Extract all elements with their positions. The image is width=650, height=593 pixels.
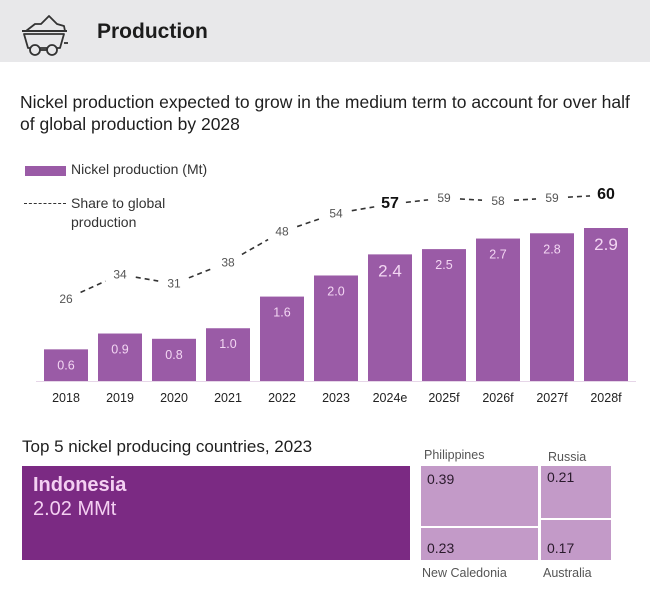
bar xyxy=(314,275,358,381)
x-tick-label: 2025f xyxy=(428,391,460,405)
legend-label-production: Nickel production (Mt) xyxy=(71,161,208,177)
share-line-segment xyxy=(188,267,214,279)
share-value-label: 26 xyxy=(59,292,73,306)
bar xyxy=(206,328,250,381)
treemap-cell-value: 0.23 xyxy=(427,540,455,556)
bar-value-label: 1.0 xyxy=(219,337,236,351)
share-line-segment xyxy=(241,238,269,256)
treemap-cell-indonesia: Indonesia 2.02 MMt xyxy=(22,466,410,560)
share-line-segment xyxy=(567,195,591,198)
chart-title: Nickel production expected to grow in th… xyxy=(20,92,630,134)
share-value-label: 48 xyxy=(275,225,289,239)
bar-value-label: 2.8 xyxy=(543,242,560,256)
x-tick-label: 2027f xyxy=(536,391,568,405)
treemap-label-new-caledonia: New Caledonia xyxy=(422,566,507,580)
bar xyxy=(530,233,574,381)
x-tick-label: 2022 xyxy=(268,391,296,405)
x-tick-label: 2021 xyxy=(214,391,242,405)
bar xyxy=(260,296,304,381)
share-value-label: 59 xyxy=(437,191,451,205)
treemap-cell-russia: 0.21 xyxy=(541,466,611,518)
x-tick-label: 2020 xyxy=(160,391,188,405)
bar xyxy=(368,254,412,381)
bar-value-label: 2.4 xyxy=(378,261,402,280)
bar-value-label: 2.7 xyxy=(489,248,506,262)
share-value-label: 54 xyxy=(329,206,343,220)
bar xyxy=(422,249,466,381)
share-value-label: 59 xyxy=(545,191,559,205)
share-line-segment xyxy=(459,198,483,202)
bar-value-label: 0.6 xyxy=(57,358,74,372)
x-tick-label: 2019 xyxy=(106,391,134,405)
treemap-cell-name: Indonesia xyxy=(33,474,127,496)
share-line-segment xyxy=(351,206,375,212)
treemap-label-australia: Australia xyxy=(543,566,592,580)
treemap-label-philippines: Philippines xyxy=(424,448,485,462)
share-value-label: 38 xyxy=(221,255,235,269)
x-tick-label: 2024e xyxy=(373,391,408,405)
bar-line-chart: 0.6 2018 0.9 2019 0.8 2020 1.0 2021 1.6 2022 2.0 20… xyxy=(36,186,636,405)
share-value-label: 34 xyxy=(113,268,127,282)
bar xyxy=(584,228,628,381)
bar-value-label: 0.8 xyxy=(165,348,182,362)
legend-label-share: Share to global production xyxy=(71,195,166,230)
section-header: Production xyxy=(0,0,650,62)
section-title: Production xyxy=(97,20,208,43)
share-value-label: 58 xyxy=(491,194,505,208)
bar xyxy=(44,349,88,381)
bar-value-label: 2.9 xyxy=(594,235,618,254)
bar-value-label: 2.5 xyxy=(435,258,452,272)
x-tick-label: 2026f xyxy=(482,391,514,405)
x-tick-label: 2018 xyxy=(52,391,80,405)
treemap-label-russia: Russia xyxy=(548,450,587,464)
share-line-segment xyxy=(296,217,322,228)
share-value-label: 31 xyxy=(167,277,181,291)
x-tick-label: 2028f xyxy=(590,391,622,405)
treemap-cell-new-caledonia: 0.23 xyxy=(421,528,538,560)
share-line-segment xyxy=(135,276,159,282)
bar-value-label: 0.9 xyxy=(111,343,128,357)
share-line-segment xyxy=(405,199,429,204)
treemap-cell-value: 0.39 xyxy=(427,471,455,487)
x-tick-label: 2023 xyxy=(322,391,350,405)
treemap-cell-philippines: 0.39 xyxy=(421,466,538,526)
treemap-cell-australia: 0.17 xyxy=(541,520,611,560)
mine-cart-icon xyxy=(22,15,68,56)
bar xyxy=(98,333,142,381)
share-value-label: 57 xyxy=(381,195,399,212)
bar-value-label: 2.0 xyxy=(327,284,344,298)
treemap-cell-value: 0.21 xyxy=(547,469,575,485)
share-line-segment xyxy=(513,198,537,202)
treemap-cell-value: 2.02 MMt xyxy=(33,498,117,520)
legend-bar-swatch xyxy=(25,166,66,176)
bar-value-label: 1.6 xyxy=(273,306,290,320)
legend-line-swatch xyxy=(24,203,66,204)
share-line-segment xyxy=(80,280,106,294)
bar xyxy=(152,338,196,381)
bar xyxy=(476,238,520,381)
treemap-title: Top 5 nickel producing countries, 2023 xyxy=(22,437,313,456)
treemap-cell-value: 0.17 xyxy=(547,540,575,556)
share-value-label: 60 xyxy=(597,186,615,203)
